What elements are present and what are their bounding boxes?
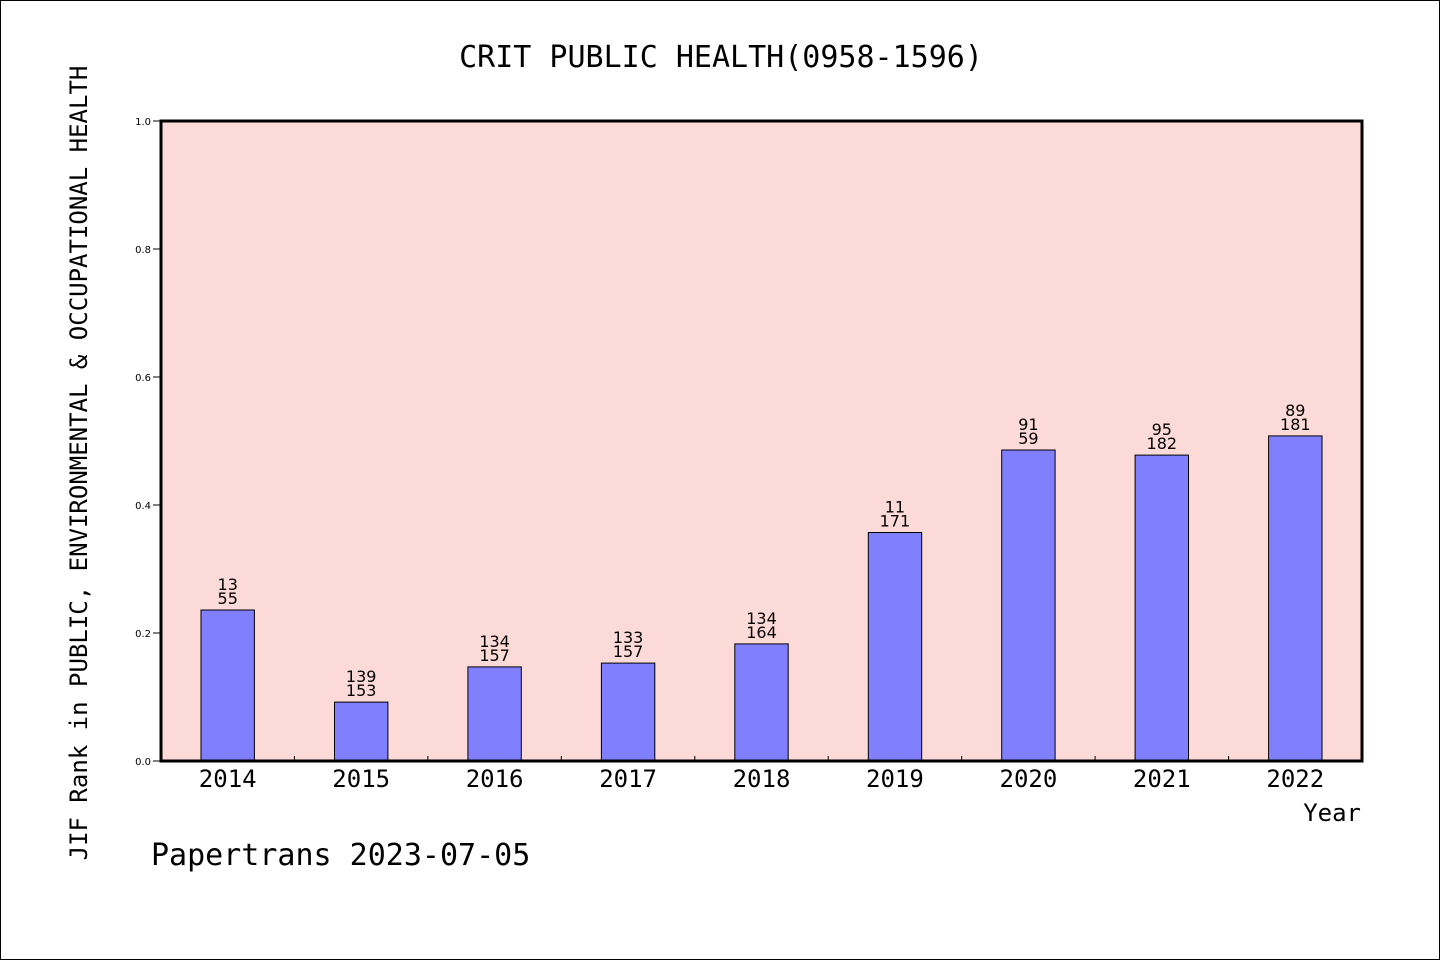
data-label-bottom-2018: 164 <box>746 623 777 642</box>
y-axis-label: JIF Rank in PUBLIC, ENVIRONMENTAL & OCCU… <box>65 66 93 861</box>
data-label-bottom-2020: 59 <box>1018 429 1038 448</box>
data-label-bottom-2014: 55 <box>218 589 238 608</box>
y-tick-label-0.2: 0.2 <box>135 629 151 640</box>
y-tick-label-0.4: 0.4 <box>135 501 151 512</box>
data-label-bottom-2019: 171 <box>880 512 911 531</box>
plot-border <box>159 119 1364 763</box>
bars-layer <box>200 435 1323 762</box>
data-label-bottom-2016: 157 <box>479 646 510 665</box>
y-axis-ticks: 0.0 0.2 0.4 0.6 0.8 1.0 <box>135 117 161 768</box>
data-label-top-2014: 13 <box>218 575 238 594</box>
x-tick-label-2018: 2018 <box>733 765 791 793</box>
data-label-top-2017: 133 <box>613 628 644 647</box>
bar-2019 <box>867 532 923 762</box>
data-label-top-2018: 134 <box>746 609 777 628</box>
data-label-top-2021: 95 <box>1152 420 1172 439</box>
bar-2014 <box>200 609 255 762</box>
data-label-bottom-2017: 157 <box>613 642 644 661</box>
x-tick-label-2015: 2015 <box>332 765 390 793</box>
y-tick-label-0.0: 0.0 <box>135 757 151 768</box>
x-axis-label: Year <box>1303 799 1361 827</box>
data-label-bottom-2022: 181 <box>1280 415 1311 434</box>
data-label-top-2020: 91 <box>1018 415 1038 434</box>
x-tick-label-2017: 2017 <box>599 765 657 793</box>
data-label-bottom-2015: 153 <box>346 681 377 700</box>
chart-title: CRIT PUBLIC HEALTH(0958-1596) <box>459 40 983 75</box>
data-label-top-2019: 11 <box>885 498 905 517</box>
x-tick-label-2021: 2021 <box>1133 765 1191 793</box>
x-axis-ticks: 2014 2015 2016 2017 2018 2019 2020 2021 2022 <box>199 756 1324 793</box>
y-tick-label-1.0: 1.0 <box>135 117 151 128</box>
y-tick-label-0.8: 0.8 <box>135 245 151 256</box>
bar-2022 <box>1268 435 1323 762</box>
footer-text: Papertrans 2023-07-05 <box>151 838 530 873</box>
bar-2016 <box>467 666 522 762</box>
x-tick-label-2014: 2014 <box>199 765 257 793</box>
x-tick-label-2022: 2022 <box>1266 765 1324 793</box>
x-tick-label-2020: 2020 <box>1000 765 1058 793</box>
bar-2018 <box>734 643 789 762</box>
data-label-top-2015: 139 <box>346 667 377 686</box>
x-tick-label-2019: 2019 <box>866 765 924 793</box>
bar-2017 <box>600 662 656 762</box>
bar-2020 <box>1001 449 1056 762</box>
y-tick-label-0.6: 0.6 <box>135 373 151 384</box>
bar-2015 <box>334 701 389 762</box>
bar-2021 <box>1134 454 1189 762</box>
data-label-top-2022: 89 <box>1285 401 1305 420</box>
x-tick-label-2016: 2016 <box>466 765 524 793</box>
data-label-bottom-2021: 182 <box>1147 434 1178 453</box>
data-label-top-2016: 134 <box>479 632 510 651</box>
